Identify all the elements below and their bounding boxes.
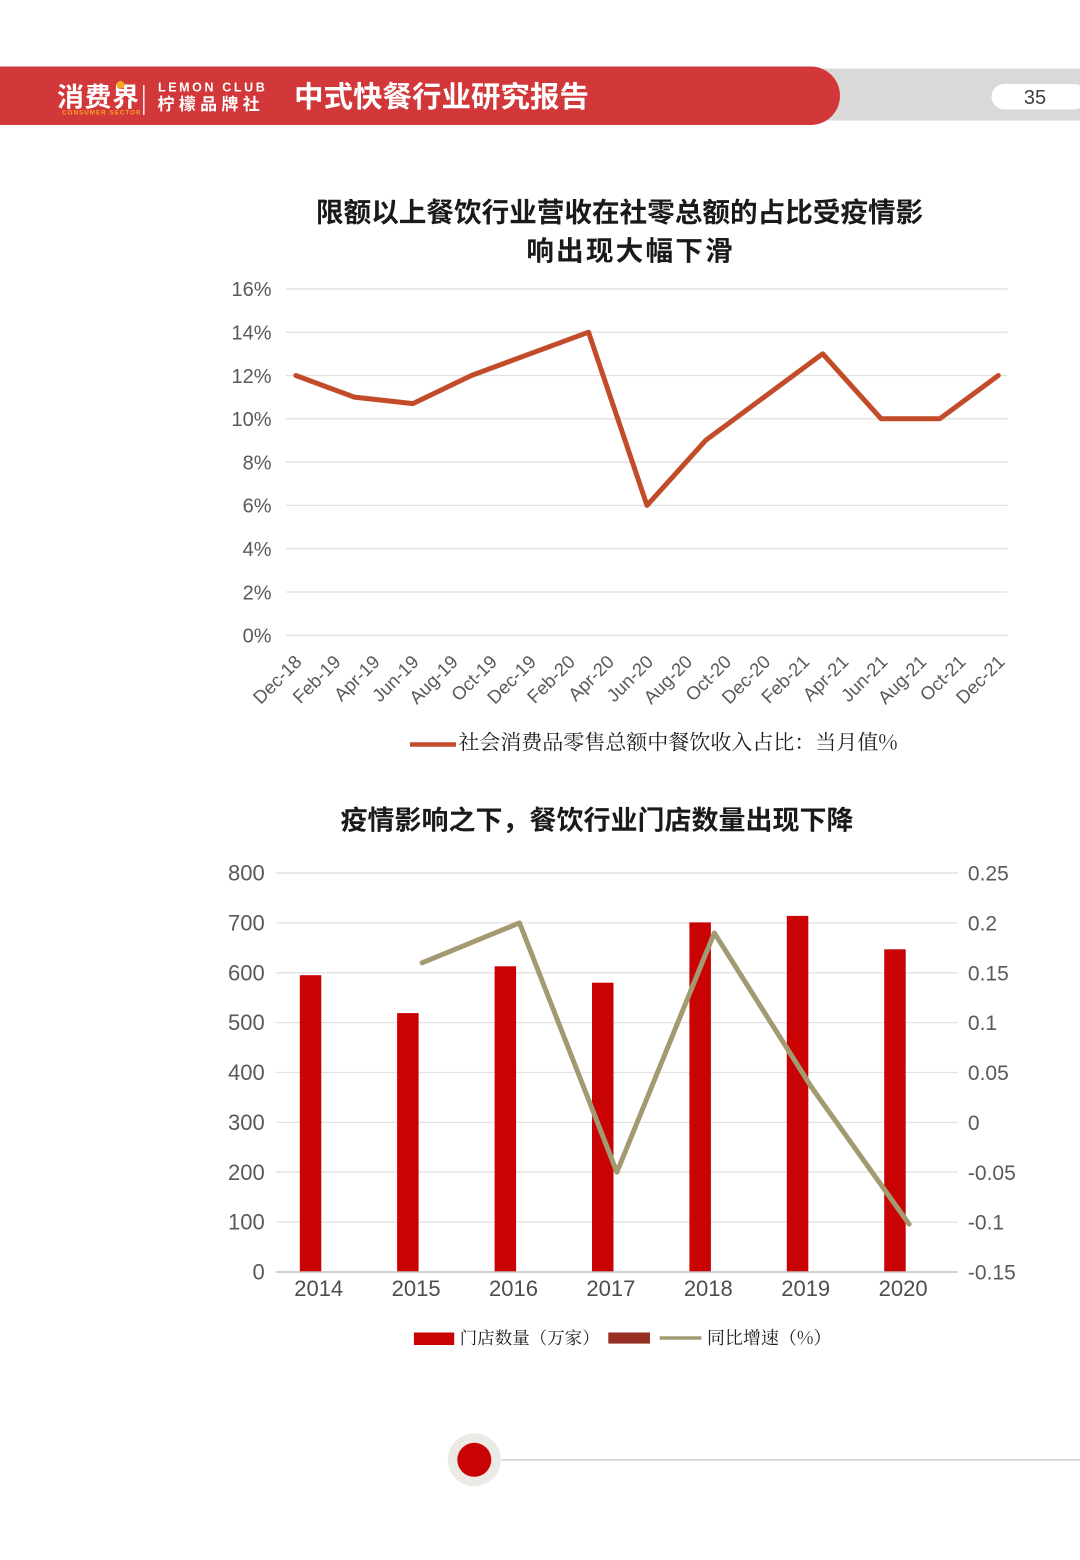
svg-text:0.2: 0.2: [968, 913, 997, 936]
svg-text:0: 0: [252, 1260, 264, 1285]
svg-text:4%: 4%: [243, 539, 272, 561]
svg-text:LEMON CLUB: LEMON CLUB: [158, 81, 267, 95]
svg-text:2014: 2014: [294, 1276, 343, 1301]
svg-text:200: 200: [228, 1160, 265, 1185]
svg-text:2015: 2015: [392, 1276, 441, 1301]
svg-text:800: 800: [228, 861, 265, 886]
svg-text:100: 100: [228, 1210, 265, 1235]
svg-text:10%: 10%: [231, 409, 271, 431]
svg-text:2018: 2018: [684, 1276, 733, 1301]
svg-text:2%: 2%: [243, 582, 272, 604]
svg-text:8%: 8%: [243, 452, 272, 474]
svg-text:0.15: 0.15: [968, 962, 1009, 985]
svg-text:35: 35: [1024, 87, 1046, 109]
svg-text:-0.15: -0.15: [968, 1262, 1016, 1285]
svg-text:-0.1: -0.1: [968, 1212, 1004, 1235]
svg-text:-0.05: -0.05: [968, 1162, 1016, 1185]
svg-text:0: 0: [968, 1112, 980, 1135]
svg-text:6%: 6%: [243, 496, 272, 518]
svg-text:0.1: 0.1: [968, 1012, 997, 1035]
svg-text:CONSUMER SECTOR: CONSUMER SECTOR: [62, 110, 142, 117]
svg-text:500: 500: [228, 1010, 265, 1035]
svg-text:2016: 2016: [489, 1276, 538, 1301]
svg-text:2017: 2017: [586, 1276, 635, 1301]
svg-text:0.25: 0.25: [968, 863, 1009, 886]
svg-text:14%: 14%: [231, 323, 271, 345]
svg-text:300: 300: [228, 1110, 265, 1135]
svg-text:400: 400: [228, 1060, 265, 1085]
svg-text:2020: 2020: [879, 1276, 928, 1301]
svg-text:700: 700: [228, 911, 265, 936]
svg-text:600: 600: [228, 960, 265, 985]
svg-text:2019: 2019: [781, 1276, 830, 1301]
svg-text:16%: 16%: [231, 279, 271, 301]
svg-text:0.05: 0.05: [968, 1062, 1009, 1085]
svg-text:12%: 12%: [231, 366, 271, 388]
svg-text:0%: 0%: [243, 626, 272, 648]
